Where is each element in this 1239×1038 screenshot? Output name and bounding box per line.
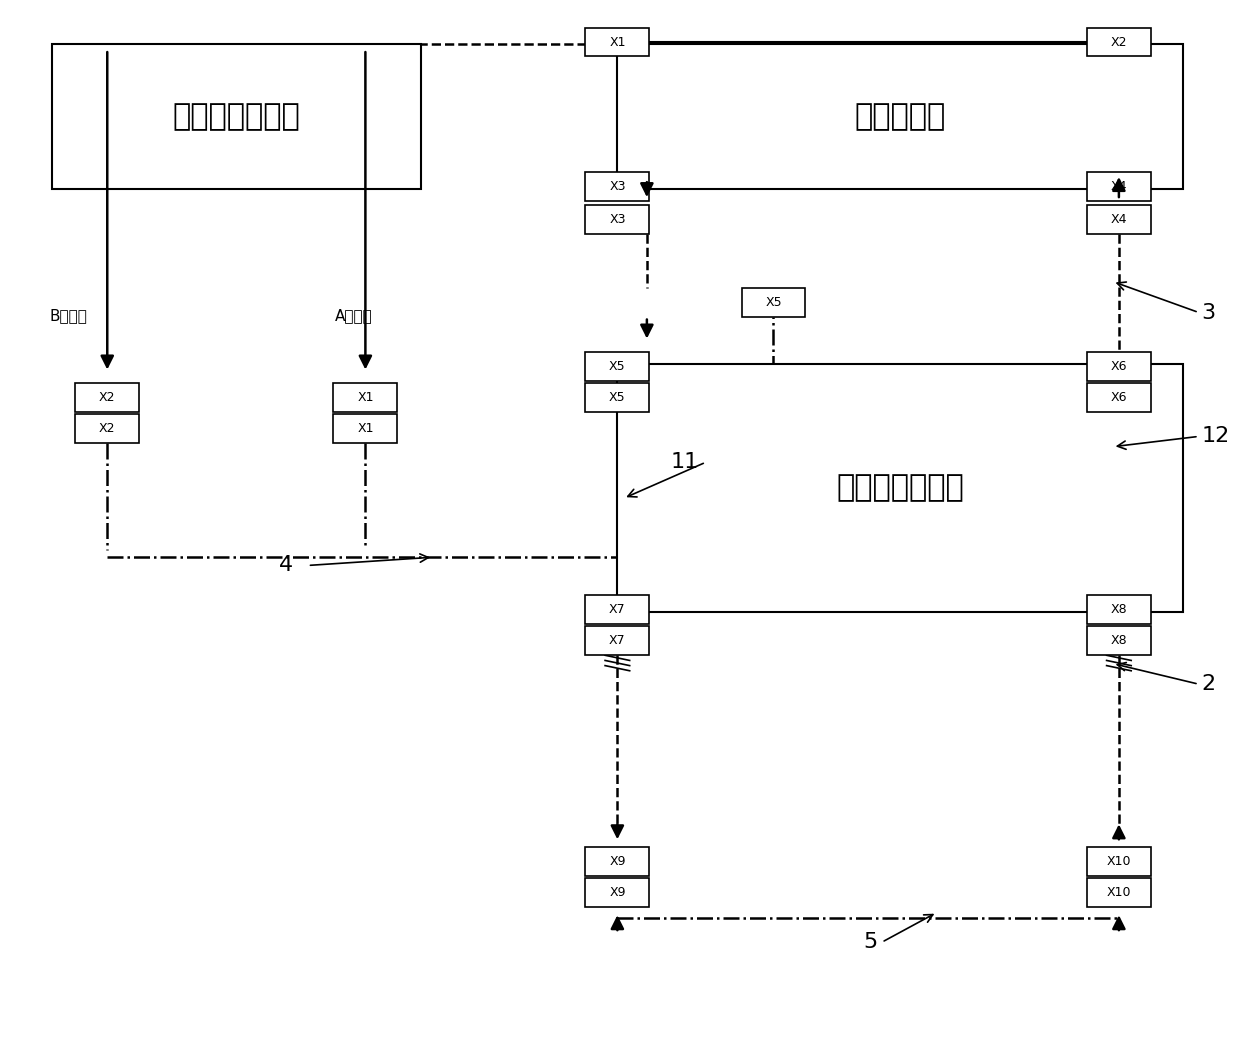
Text: X8: X8 — [1110, 603, 1127, 617]
Text: X7: X7 — [610, 603, 626, 617]
Text: X1: X1 — [357, 390, 374, 404]
Bar — [1087, 596, 1151, 624]
Text: X4: X4 — [1110, 180, 1127, 193]
Bar — [585, 172, 649, 201]
Bar — [1087, 383, 1151, 412]
Bar — [585, 596, 649, 624]
Bar — [585, 847, 649, 876]
Text: 5: 5 — [864, 932, 877, 952]
Bar — [1087, 28, 1151, 56]
Bar — [52, 44, 421, 189]
Bar — [333, 414, 398, 442]
Bar — [76, 383, 139, 412]
Text: 12: 12 — [1202, 427, 1229, 446]
Bar — [585, 383, 649, 412]
Bar — [333, 383, 398, 412]
Text: X10: X10 — [1106, 855, 1131, 868]
Text: 太阳阵驱动机渾: 太阳阵驱动机渾 — [836, 473, 964, 502]
Text: X1: X1 — [610, 35, 626, 49]
Text: X5: X5 — [766, 296, 782, 308]
Text: B组供电: B组供电 — [50, 308, 88, 323]
Bar — [585, 206, 649, 234]
Text: 电源控制器: 电源控制器 — [855, 102, 945, 131]
Text: X5: X5 — [610, 390, 626, 404]
Text: X5: X5 — [610, 360, 626, 373]
Text: X6: X6 — [1110, 390, 1127, 404]
Bar — [1087, 172, 1151, 201]
Bar — [617, 44, 1183, 189]
Text: X9: X9 — [610, 886, 626, 899]
Text: 11: 11 — [670, 453, 699, 472]
Text: 3: 3 — [1202, 302, 1215, 323]
Text: X3: X3 — [610, 180, 626, 193]
Text: 地面太阳模拟阵: 地面太阳模拟阵 — [172, 102, 300, 131]
Bar — [1087, 878, 1151, 907]
Text: X2: X2 — [1110, 35, 1127, 49]
Bar — [585, 878, 649, 907]
Text: X9: X9 — [610, 855, 626, 868]
Text: X2: X2 — [99, 421, 115, 435]
Text: X8: X8 — [1110, 634, 1127, 648]
Bar — [741, 288, 805, 317]
Text: X10: X10 — [1106, 886, 1131, 899]
Bar — [585, 352, 649, 381]
Text: X1: X1 — [357, 421, 374, 435]
Text: X4: X4 — [1110, 213, 1127, 226]
Bar — [1087, 626, 1151, 655]
Text: X3: X3 — [610, 213, 626, 226]
Text: X7: X7 — [610, 634, 626, 648]
Bar — [1087, 847, 1151, 876]
Bar — [1087, 352, 1151, 381]
Text: 4: 4 — [279, 555, 294, 575]
Text: 2: 2 — [1202, 675, 1215, 694]
Bar — [76, 414, 139, 442]
Bar — [585, 28, 649, 56]
Bar — [1087, 206, 1151, 234]
Text: X2: X2 — [99, 390, 115, 404]
Bar — [617, 364, 1183, 612]
Text: A组供电: A组供电 — [335, 308, 373, 323]
Text: X6: X6 — [1110, 360, 1127, 373]
Bar — [585, 626, 649, 655]
